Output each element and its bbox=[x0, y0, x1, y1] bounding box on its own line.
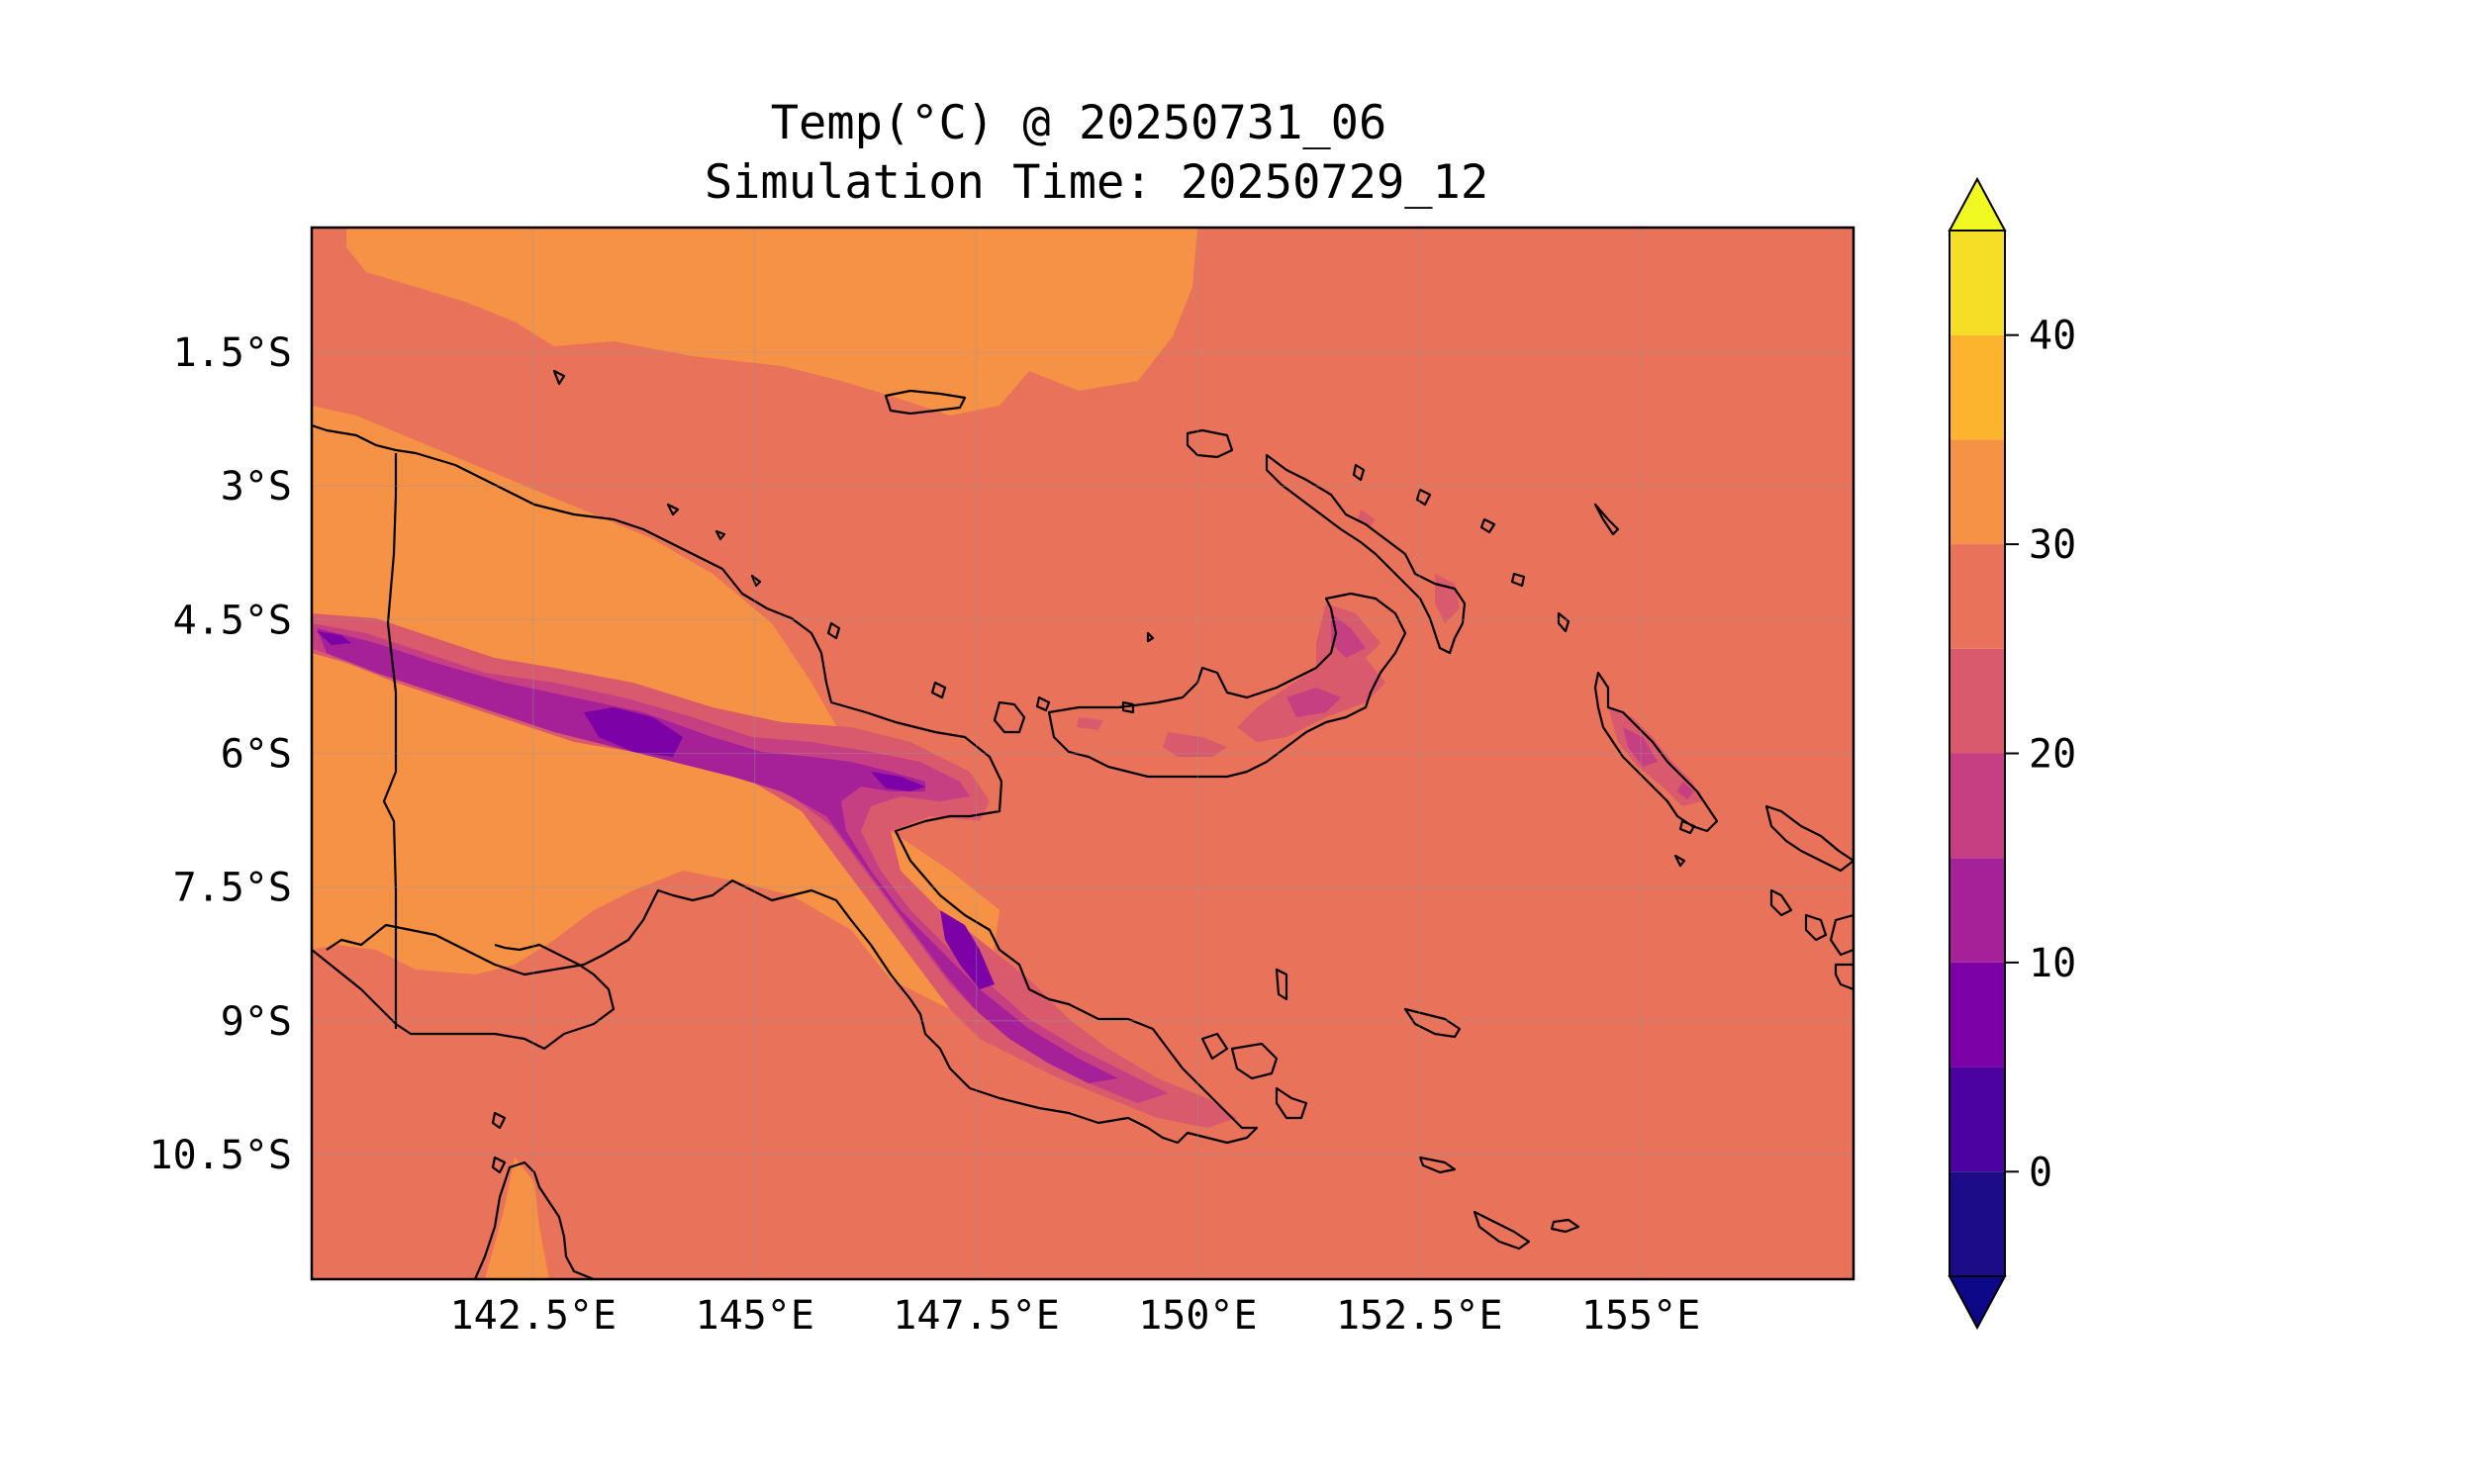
colorbar-tick-label: 30 bbox=[2029, 522, 2076, 568]
lat-tick-label: 10.5°S bbox=[149, 1133, 293, 1178]
contour-10-15-range bbox=[317, 628, 1118, 1083]
colorbar-segment bbox=[1950, 439, 2005, 545]
map-title-line1: Temp(°C) @ 20250731_06 bbox=[771, 96, 1387, 150]
colorbar-segment bbox=[1950, 648, 2005, 754]
contour-20-25-westnb bbox=[1077, 717, 1227, 757]
gridlines bbox=[312, 228, 1854, 1279]
coastline-cape-york bbox=[473, 1160, 595, 1279]
latitude-tick-labels: 1.5°S 3°S 4.5°S 6°S 7.5°S 9°S 10.5°S bbox=[149, 330, 293, 1178]
contour-30-35-north bbox=[346, 228, 1197, 416]
map-frame bbox=[310, 226, 1856, 1281]
colorbar-over-arrow bbox=[1948, 176, 2007, 232]
colorbar-segment bbox=[1950, 962, 2005, 1067]
colorbar-tick-label: 10 bbox=[2029, 941, 2076, 986]
coastline-solomons bbox=[1764, 804, 1854, 991]
colorbar: 0 10 20 30 40 bbox=[1948, 176, 2076, 1331]
map-panel bbox=[312, 228, 1854, 1279]
lat-tick-label: 6°S bbox=[221, 732, 292, 778]
contour-20-25-newireland bbox=[1358, 510, 1460, 623]
colorbar-segment bbox=[1950, 231, 2005, 335]
contour-15-20-newbritain bbox=[1286, 613, 1366, 717]
longitude-tick-labels: 142.5°E 145°E 147.5°E 150°E 152.5°E 155°E bbox=[450, 1293, 1701, 1339]
lon-tick-label: 155°E bbox=[1581, 1293, 1700, 1339]
lat-tick-label: 4.5°S bbox=[173, 598, 292, 643]
colorbar-segment bbox=[1950, 858, 2005, 963]
coastline-small-islands bbox=[491, 369, 1696, 1174]
colorbar-under-arrow bbox=[1948, 1275, 2007, 1331]
colorbar-segment bbox=[1950, 1171, 2005, 1276]
colorbar-segment bbox=[1950, 1067, 2005, 1172]
lon-tick-label: 152.5°E bbox=[1336, 1293, 1503, 1339]
lon-tick-label: 150°E bbox=[1138, 1293, 1257, 1339]
lon-tick-label: 147.5°E bbox=[893, 1293, 1060, 1339]
coastline-manus bbox=[884, 389, 967, 416]
map-title-line2: Simulation Time: 20250729_12 bbox=[705, 155, 1488, 210]
colorbar-segment bbox=[1950, 753, 2005, 859]
lon-tick-label: 142.5°E bbox=[450, 1293, 618, 1339]
coastline-new-ireland bbox=[1265, 453, 1467, 655]
coastline-south-papua bbox=[312, 943, 616, 1051]
coastline-louisiades bbox=[1403, 1007, 1580, 1251]
coastline-new-britain bbox=[1047, 592, 1407, 779]
lat-tick-label: 9°S bbox=[221, 999, 292, 1045]
colorbar-segment bbox=[1950, 334, 2005, 440]
colorbar-segment bbox=[1950, 544, 2005, 649]
colorbar-tick-label: 0 bbox=[2029, 1150, 2052, 1195]
coastline-mussau bbox=[1186, 428, 1234, 459]
coastline-bougainville bbox=[1593, 671, 1719, 833]
coastline-dentrecasteaux bbox=[1200, 1032, 1308, 1120]
contour-30-35-capeyork bbox=[485, 1158, 549, 1279]
lon-tick-label: 145°E bbox=[695, 1293, 813, 1339]
coastline-new-guinea bbox=[312, 423, 1259, 1145]
colorbar-tick-label: 20 bbox=[2029, 732, 2076, 778]
contour-15-20-bougainville bbox=[1623, 727, 1694, 799]
colorbar-tick-label: 40 bbox=[2029, 314, 2076, 359]
lat-tick-label: 7.5°S bbox=[173, 866, 292, 911]
lat-tick-label: 3°S bbox=[221, 464, 292, 510]
lat-tick-label: 1.5°S bbox=[173, 330, 292, 376]
coastline-border bbox=[382, 453, 398, 1029]
coastlines bbox=[312, 369, 1854, 1279]
